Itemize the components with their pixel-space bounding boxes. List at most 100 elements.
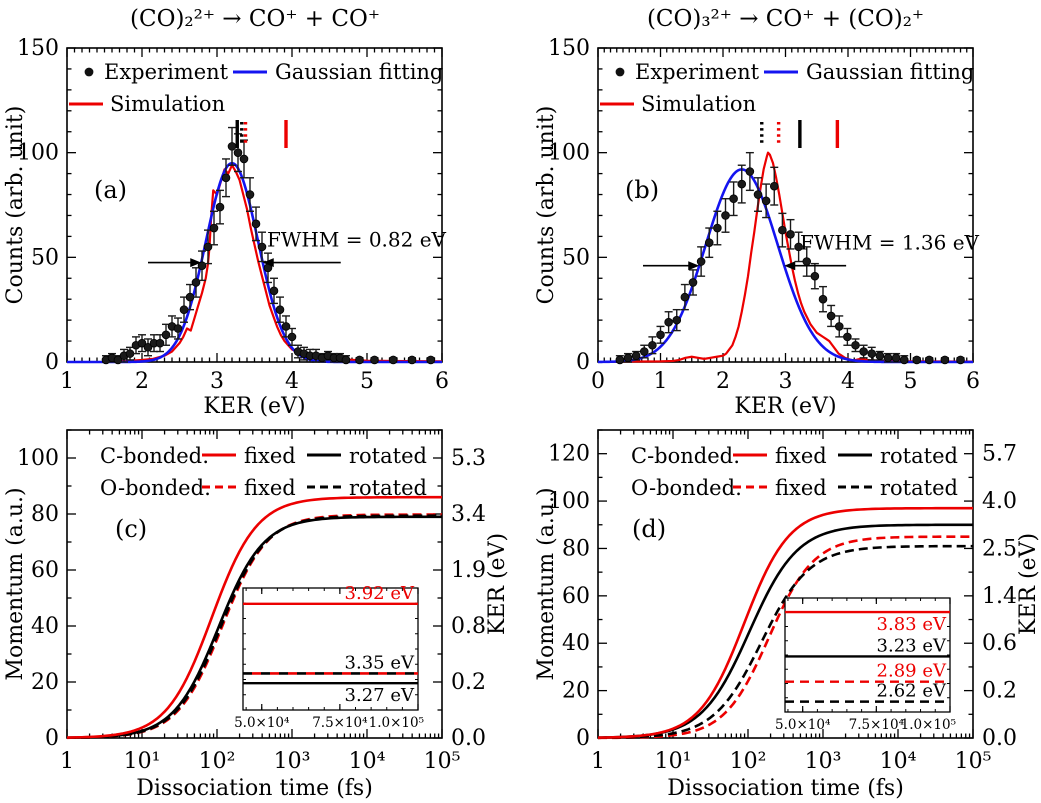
- x-tick-label: 0: [591, 369, 605, 394]
- y-tick-label: 120: [548, 442, 590, 467]
- inset-x-tick-label: 5.0×10⁴: [234, 715, 289, 731]
- legend-label: fixed: [775, 476, 827, 500]
- y-tick-label: 60: [562, 584, 590, 609]
- experiment-point: [912, 355, 922, 365]
- inset-x-tick-label: 1.0×10⁵: [901, 717, 956, 733]
- experiment-point: [778, 225, 787, 235]
- experiment-point: [173, 324, 183, 333]
- experiment-point: [191, 278, 201, 287]
- x-tick-label: 10¹: [124, 749, 161, 774]
- experiment-point: [245, 190, 255, 199]
- experiment-point: [721, 211, 730, 220]
- right-tick-label: 0.2: [982, 679, 1017, 704]
- fwhm-label: FWHM = 1.36 eV: [800, 231, 980, 255]
- x-tick-label: 1: [60, 749, 74, 774]
- experiment-point: [899, 355, 909, 365]
- x-tick-label: 10¹: [655, 749, 692, 774]
- x-tick-label: 1: [654, 369, 668, 394]
- experiment-point: [818, 294, 828, 304]
- experiment-point: [407, 355, 417, 365]
- experiment-point: [227, 142, 237, 151]
- experiment-point: [729, 194, 738, 204]
- legend-experiment-marker: [615, 67, 625, 77]
- experiment-point: [713, 223, 722, 233]
- experiment-point: [221, 173, 231, 183]
- y-tick-label: 100: [17, 141, 59, 166]
- x-axis-label: KER (eV): [203, 394, 305, 419]
- x-tick-label: 6: [966, 369, 980, 394]
- legend-prefix: C-bonded:: [631, 444, 740, 468]
- x-tick-label: 2: [716, 369, 730, 394]
- right-tick-label: 0.0: [982, 726, 1017, 751]
- inset-line-label: 3.23 eV: [877, 635, 947, 656]
- y-tick-label: 80: [31, 502, 59, 527]
- arrowhead: [190, 258, 202, 268]
- experiment-point: [851, 340, 860, 350]
- y-tick-label: 100: [548, 141, 590, 166]
- experiment-point: [287, 332, 297, 342]
- x-tick-label: 10³: [274, 749, 311, 774]
- right-tick-label: 3.4: [451, 502, 486, 527]
- axes-box: [597, 429, 974, 739]
- right-tick-label: 0.2: [451, 670, 486, 695]
- y-axis-label-right: KER (eV): [1016, 533, 1041, 635]
- x-tick-label: 1: [591, 749, 605, 774]
- experiment-point: [656, 330, 665, 340]
- x-tick-label: 10⁵: [955, 749, 992, 774]
- x-tick-label: 3: [779, 369, 793, 394]
- x-tick-label: 4: [285, 369, 299, 394]
- x-axis-label: KER (eV): [734, 394, 836, 419]
- experiment-point: [426, 355, 436, 365]
- inset-x-tick-label: 7.5×10⁴: [312, 715, 367, 731]
- experiment-point: [341, 355, 351, 365]
- legend-label: rotated: [880, 476, 958, 500]
- right-tick-label: 0.8: [451, 614, 486, 639]
- momentum-curve: [66, 515, 442, 740]
- y-axis-label-right: KER (eV): [485, 533, 510, 635]
- experiment-point: [251, 219, 261, 229]
- inset-box: [784, 597, 951, 713]
- y-tick-label: 100: [548, 489, 590, 514]
- inset-line-label: 3.92 eV: [345, 583, 415, 604]
- experiment-point: [843, 332, 852, 342]
- legend-label: rotated: [880, 444, 958, 468]
- panel-label: (b): [625, 176, 659, 204]
- experiment-point: [834, 322, 844, 331]
- x-tick-label: 5: [360, 369, 374, 394]
- experiment-point: [745, 167, 755, 176]
- y-tick-label: 0: [576, 350, 590, 375]
- y-axis-label-left: Momentum (a.u.): [3, 487, 28, 680]
- legend-label: fixed: [775, 444, 827, 468]
- x-tick-label: 1: [60, 369, 74, 394]
- x-tick-label: 10²: [199, 749, 236, 774]
- momentum-curve: [66, 495, 442, 739]
- legend-label: rotated: [349, 476, 427, 500]
- x-tick-label: 5: [904, 369, 918, 394]
- experiment-point: [269, 286, 279, 296]
- experiment-point: [786, 230, 795, 239]
- experiment-point: [197, 261, 207, 271]
- y-axis-label-left: Momentum (a.u.): [534, 487, 559, 680]
- y-tick-label: 80: [562, 536, 590, 561]
- legend-experiment-marker: [84, 67, 94, 77]
- experiment-point: [239, 154, 249, 164]
- experiment-point: [802, 257, 812, 266]
- experiment-point: [688, 278, 698, 287]
- x-tick-label: 10⁵: [424, 749, 461, 774]
- experiment-point: [623, 353, 633, 363]
- y-tick-label: 40: [31, 614, 59, 639]
- y-tick-label: 20: [31, 670, 59, 695]
- legend-label-experiment: Experiment: [635, 60, 760, 84]
- experiment-point: [275, 305, 285, 314]
- right-tick-label: 2.5: [982, 536, 1017, 561]
- experiment-point: [631, 351, 641, 361]
- y-tick-label: 150: [17, 36, 59, 61]
- experiment-point: [113, 355, 123, 365]
- experiment-point: [761, 196, 771, 206]
- panel-a-title: (CO)₂²⁺ → CO⁺ + CO⁺: [130, 6, 380, 32]
- experiment-point: [143, 343, 153, 352]
- panel-label: (a): [94, 176, 127, 204]
- axes-box: [66, 429, 443, 739]
- inset-line-label: 3.83 eV: [877, 614, 947, 635]
